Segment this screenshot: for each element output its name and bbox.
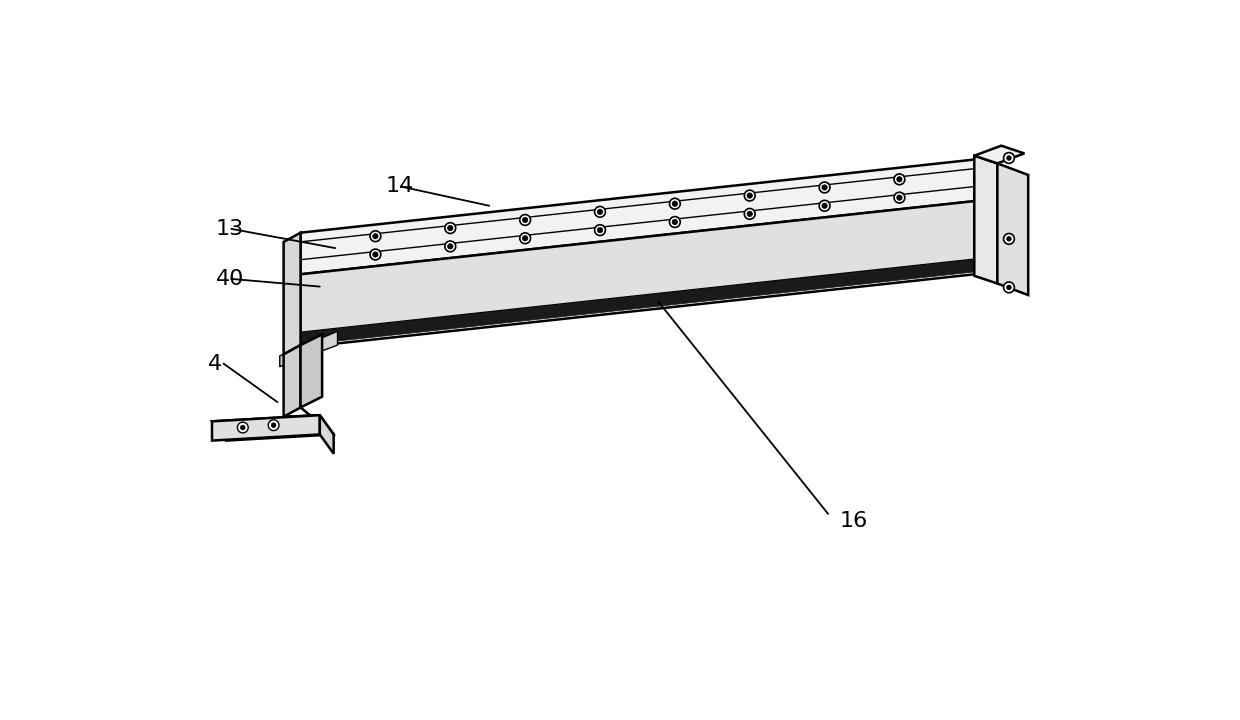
Circle shape (744, 209, 755, 220)
Polygon shape (320, 415, 334, 454)
Circle shape (370, 249, 381, 260)
Circle shape (373, 252, 378, 257)
Circle shape (746, 193, 753, 198)
Circle shape (1003, 282, 1014, 293)
Circle shape (445, 222, 455, 233)
Circle shape (1007, 156, 1012, 161)
Circle shape (672, 220, 677, 225)
Circle shape (595, 207, 605, 217)
Circle shape (672, 201, 677, 207)
Circle shape (670, 198, 681, 209)
Text: 40: 40 (216, 269, 244, 289)
Circle shape (445, 241, 455, 252)
Circle shape (241, 426, 246, 430)
Circle shape (746, 211, 753, 217)
Circle shape (744, 190, 755, 201)
Text: 13: 13 (216, 219, 244, 239)
Circle shape (448, 243, 453, 249)
Circle shape (822, 203, 827, 208)
Circle shape (820, 200, 830, 211)
Polygon shape (284, 345, 300, 417)
Polygon shape (300, 334, 322, 408)
Circle shape (598, 209, 603, 215)
Polygon shape (280, 331, 337, 366)
Circle shape (894, 174, 905, 185)
Circle shape (670, 217, 681, 228)
Circle shape (822, 185, 827, 190)
Circle shape (448, 225, 453, 231)
Polygon shape (300, 160, 975, 274)
Circle shape (595, 225, 605, 235)
Polygon shape (212, 415, 320, 441)
Circle shape (272, 423, 277, 428)
Circle shape (1003, 233, 1014, 244)
Circle shape (897, 176, 903, 182)
Circle shape (820, 182, 830, 193)
Text: 14: 14 (386, 176, 413, 197)
Circle shape (897, 195, 903, 200)
Polygon shape (997, 163, 1028, 295)
Polygon shape (284, 233, 300, 354)
Polygon shape (300, 260, 975, 345)
Circle shape (1007, 237, 1012, 241)
Circle shape (370, 231, 381, 242)
Circle shape (522, 235, 528, 241)
Circle shape (522, 217, 528, 222)
Circle shape (1003, 153, 1014, 163)
Circle shape (598, 228, 603, 233)
Polygon shape (975, 156, 997, 284)
Circle shape (268, 420, 279, 431)
Circle shape (520, 215, 531, 225)
Text: 4: 4 (208, 354, 222, 374)
Text: 16: 16 (839, 511, 868, 531)
Polygon shape (300, 201, 975, 333)
Circle shape (237, 422, 248, 433)
Circle shape (1007, 285, 1012, 289)
Polygon shape (212, 415, 334, 441)
Circle shape (894, 192, 905, 203)
Polygon shape (975, 145, 1024, 163)
Circle shape (520, 233, 531, 243)
Circle shape (373, 233, 378, 239)
